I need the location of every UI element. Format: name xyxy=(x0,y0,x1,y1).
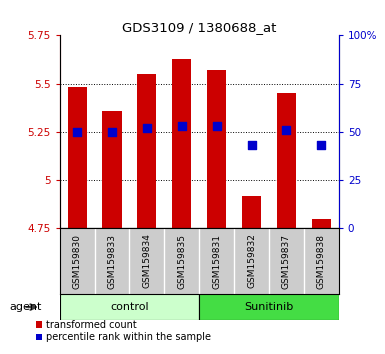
Text: GSM159834: GSM159834 xyxy=(142,234,151,289)
Text: GSM159830: GSM159830 xyxy=(73,234,82,289)
Point xyxy=(74,129,80,135)
Text: GSM159838: GSM159838 xyxy=(317,234,326,289)
Title: GDS3109 / 1380688_at: GDS3109 / 1380688_at xyxy=(122,21,276,34)
Point xyxy=(179,123,185,129)
Bar xyxy=(102,111,122,228)
Text: GSM159837: GSM159837 xyxy=(282,234,291,289)
Bar xyxy=(199,294,339,320)
Text: GSM159835: GSM159835 xyxy=(177,234,186,289)
Legend: transformed count, percentile rank within the sample: transformed count, percentile rank withi… xyxy=(36,320,211,342)
Point xyxy=(248,143,254,148)
Text: GSM159833: GSM159833 xyxy=(107,234,117,289)
Bar xyxy=(137,74,156,228)
Bar xyxy=(312,219,331,228)
Text: control: control xyxy=(110,302,149,312)
Text: GSM159832: GSM159832 xyxy=(247,234,256,289)
Point xyxy=(283,127,290,133)
Bar xyxy=(172,58,191,228)
Bar xyxy=(242,195,261,228)
Text: GSM159831: GSM159831 xyxy=(212,234,221,289)
Point xyxy=(318,143,325,148)
Bar xyxy=(67,87,87,228)
Text: Sunitinib: Sunitinib xyxy=(244,302,294,312)
Point xyxy=(214,123,220,129)
Point xyxy=(144,125,150,131)
Bar xyxy=(207,70,226,228)
Bar xyxy=(277,93,296,228)
Text: agent: agent xyxy=(10,302,42,312)
Bar xyxy=(60,294,199,320)
Point xyxy=(109,129,115,135)
